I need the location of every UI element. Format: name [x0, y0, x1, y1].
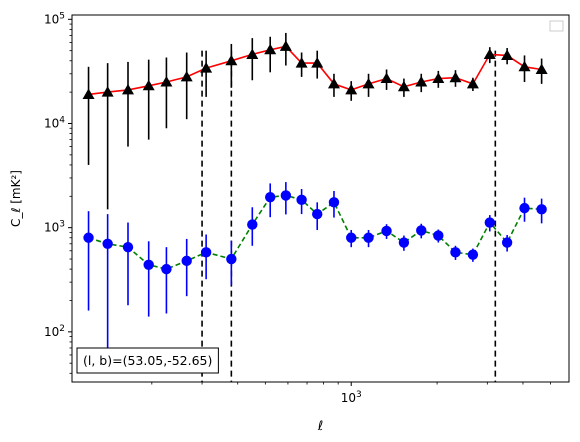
data-point-marker	[466, 77, 479, 89]
data-point-marker	[247, 219, 258, 230]
data-point-marker	[200, 62, 213, 73]
data-point-marker	[381, 225, 392, 237]
data-point-marker	[83, 232, 94, 243]
data-point-marker	[433, 230, 444, 241]
data-point-marker	[519, 202, 530, 214]
annotation-text: (l, b)=(53.05,-52.65)	[83, 353, 212, 368]
data-point-marker	[327, 77, 340, 89]
plot-marks	[82, 32, 548, 382]
data-point-marker	[142, 79, 155, 91]
data-point-marker	[225, 54, 238, 66]
data-point-marker	[311, 57, 324, 68]
data-point-marker	[296, 194, 307, 206]
coordinate-annotation: (l, b)=(53.05,-52.65)	[76, 347, 219, 374]
data-point-marker	[143, 259, 154, 271]
data-point-marker	[295, 57, 308, 68]
data-point-marker	[346, 232, 357, 243]
data-point-marker	[501, 237, 513, 248]
data-point-marker	[280, 190, 292, 201]
data-point-marker	[279, 40, 292, 51]
y-axis-label: C_ℓ [mK²]	[9, 170, 23, 227]
data-point-marker	[160, 76, 173, 87]
data-point-marker	[345, 83, 358, 95]
data-point-marker	[449, 71, 462, 83]
data-point-marker	[180, 70, 193, 82]
data-point-marker	[122, 241, 134, 253]
data-point-marker	[467, 249, 479, 260]
data-point-marker	[536, 204, 547, 215]
data-point-marker	[226, 253, 237, 265]
data-point-marker	[264, 43, 277, 55]
data-point-marker	[484, 217, 495, 228]
data-point-marker	[397, 80, 410, 92]
data-point-marker	[380, 72, 393, 84]
annotation-box	[76, 347, 219, 374]
series-line	[88, 45, 542, 96]
plot-area	[82, 32, 548, 382]
data-point-marker	[328, 197, 340, 208]
x-axis-label: ℓ	[317, 419, 323, 434]
data-point-marker	[161, 263, 172, 275]
data-point-marker	[102, 238, 113, 250]
axes-frame	[71, 14, 570, 383]
data-point-marker	[518, 60, 531, 72]
data-point-marker	[265, 192, 276, 203]
data-point-marker	[483, 48, 496, 59]
data-point-marker	[535, 63, 548, 74]
data-point-marker	[181, 255, 192, 267]
data-point-marker	[82, 88, 95, 99]
data-point-marker	[415, 76, 428, 87]
data-point-marker	[416, 225, 427, 236]
data-point-marker	[246, 48, 259, 59]
data-point-marker	[362, 77, 375, 89]
data-point-marker	[101, 86, 114, 97]
data-point-marker	[432, 72, 445, 84]
data-point-marker	[398, 237, 410, 248]
legend-box	[549, 20, 564, 32]
data-point-marker	[501, 49, 514, 60]
data-point-marker	[363, 232, 374, 243]
data-point-marker	[450, 247, 461, 258]
data-point-marker	[200, 247, 212, 258]
data-point-marker	[121, 83, 134, 95]
data-point-marker	[312, 208, 323, 220]
